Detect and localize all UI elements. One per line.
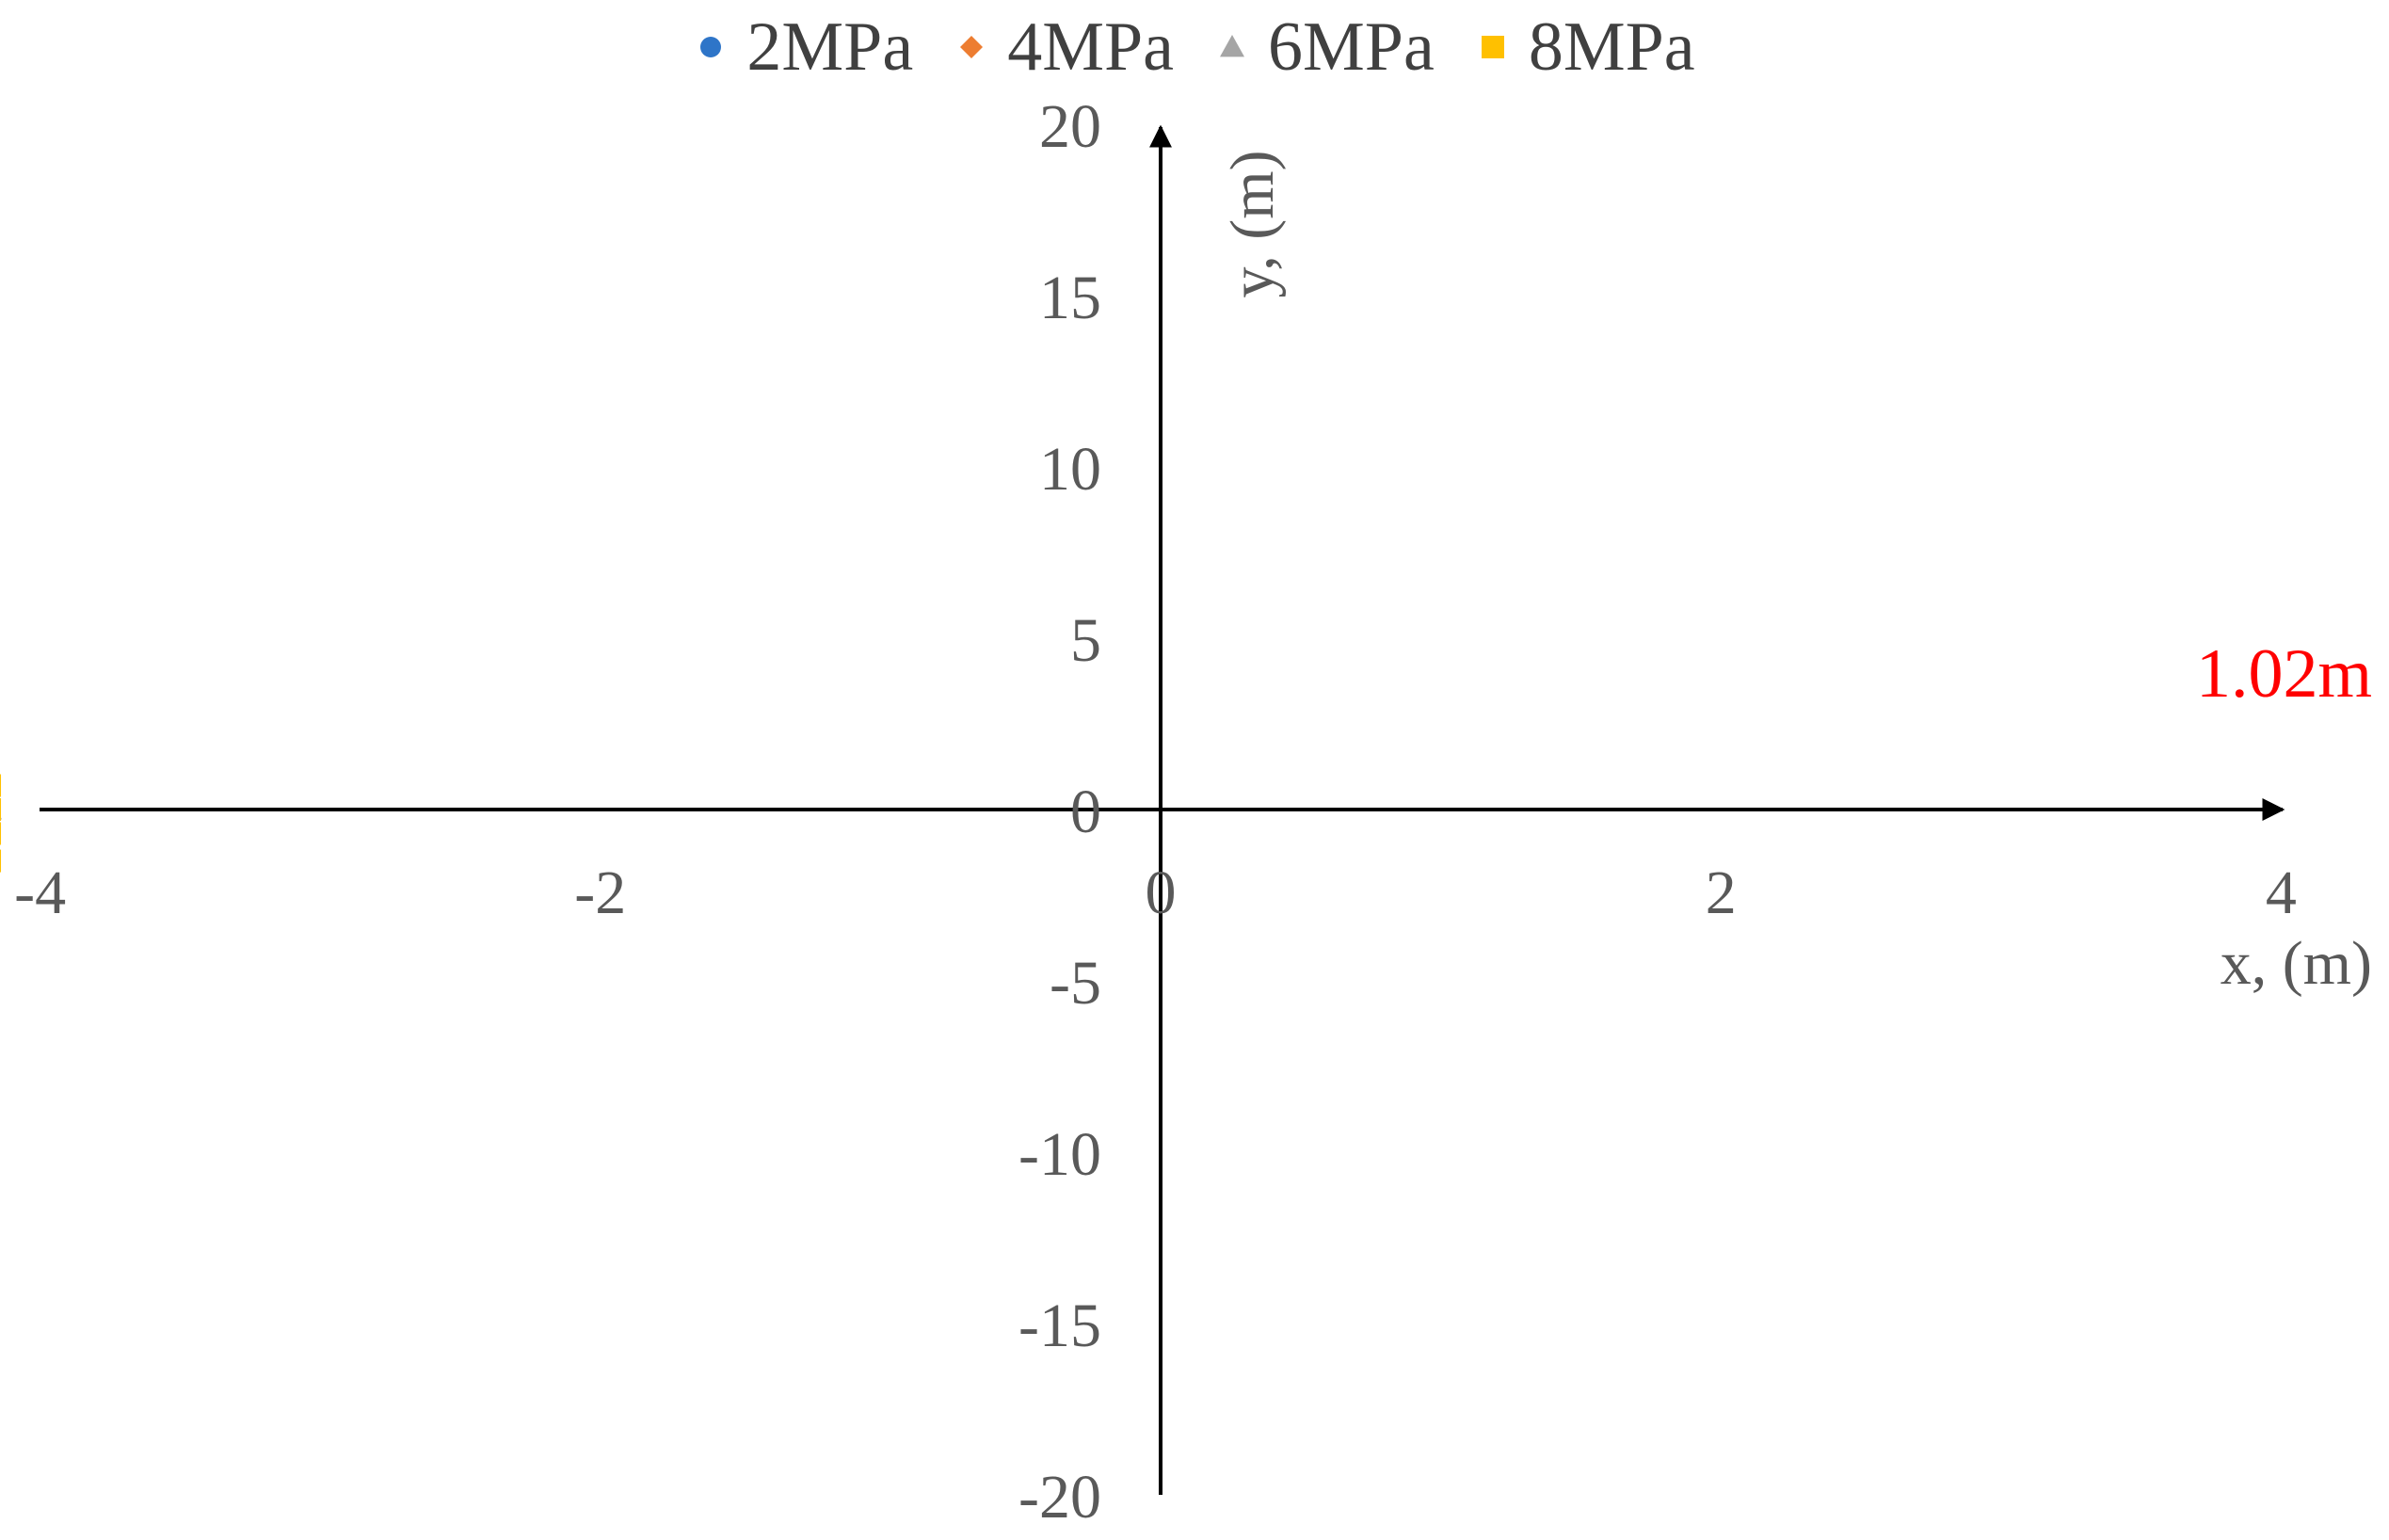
y-tick-label: 10 — [1039, 435, 1101, 504]
legend-item-8MPa: 8MPa — [1476, 8, 1695, 88]
legend-label: 4MPa — [1007, 8, 1174, 86]
legend-item-6MPa: 6MPa — [1215, 8, 1435, 88]
data-point-8MPa — [0, 774, 2, 797]
y-tick-label: 5 — [1070, 606, 1101, 675]
x-tick-label: 4 — [2266, 858, 2297, 927]
legend-label: 2MPa — [746, 8, 914, 86]
data-point-8MPa — [0, 849, 2, 873]
y-tick-label: -15 — [1018, 1291, 1101, 1360]
y-axis-label: y, (m) — [1218, 150, 1287, 297]
x-tick-label: -4 — [14, 858, 66, 927]
legend-marker-shape — [1481, 36, 1504, 58]
legend-marker-triangle-icon — [1215, 30, 1249, 64]
legend-marker-circle-icon — [694, 30, 728, 64]
legend-item-2MPa: 2MPa — [694, 8, 913, 88]
dimension-label: 1.02m — [2196, 635, 2372, 713]
x-tick-label: 2 — [1706, 858, 1737, 927]
y-tick-label: 15 — [1039, 264, 1101, 332]
chart-legend: 2MPa 4MPa 6MPa 8MPa — [0, 0, 2389, 94]
x-tick-label: 0 — [1146, 858, 1177, 927]
y-tick-label: -20 — [1018, 1463, 1101, 1532]
y-tick-label: 0 — [1070, 778, 1101, 846]
legend-item-4MPa: 4MPa — [954, 8, 1174, 88]
legend-marker-square-icon — [1476, 30, 1510, 64]
data-point-8MPa — [0, 798, 2, 821]
legend-marker-diamond-icon — [954, 30, 988, 64]
legend-label: 6MPa — [1268, 8, 1435, 86]
dimension-annotation: 1.02m — [2196, 635, 2372, 713]
y-tick-label: -5 — [1050, 949, 1101, 1018]
y-tick-label: 20 — [1039, 92, 1101, 161]
legend-marker-shape — [1220, 35, 1244, 57]
data-point-8MPa — [0, 822, 2, 845]
series-8MPa — [0, 774, 2, 873]
y-tick-label: -10 — [1018, 1120, 1101, 1189]
x-axis-label: x, (m) — [2221, 929, 2372, 998]
legend-marker-shape — [960, 36, 984, 58]
legend-label: 8MPa — [1528, 8, 1695, 86]
legend-marker-shape — [700, 37, 722, 57]
x-tick-label: -2 — [574, 858, 626, 927]
